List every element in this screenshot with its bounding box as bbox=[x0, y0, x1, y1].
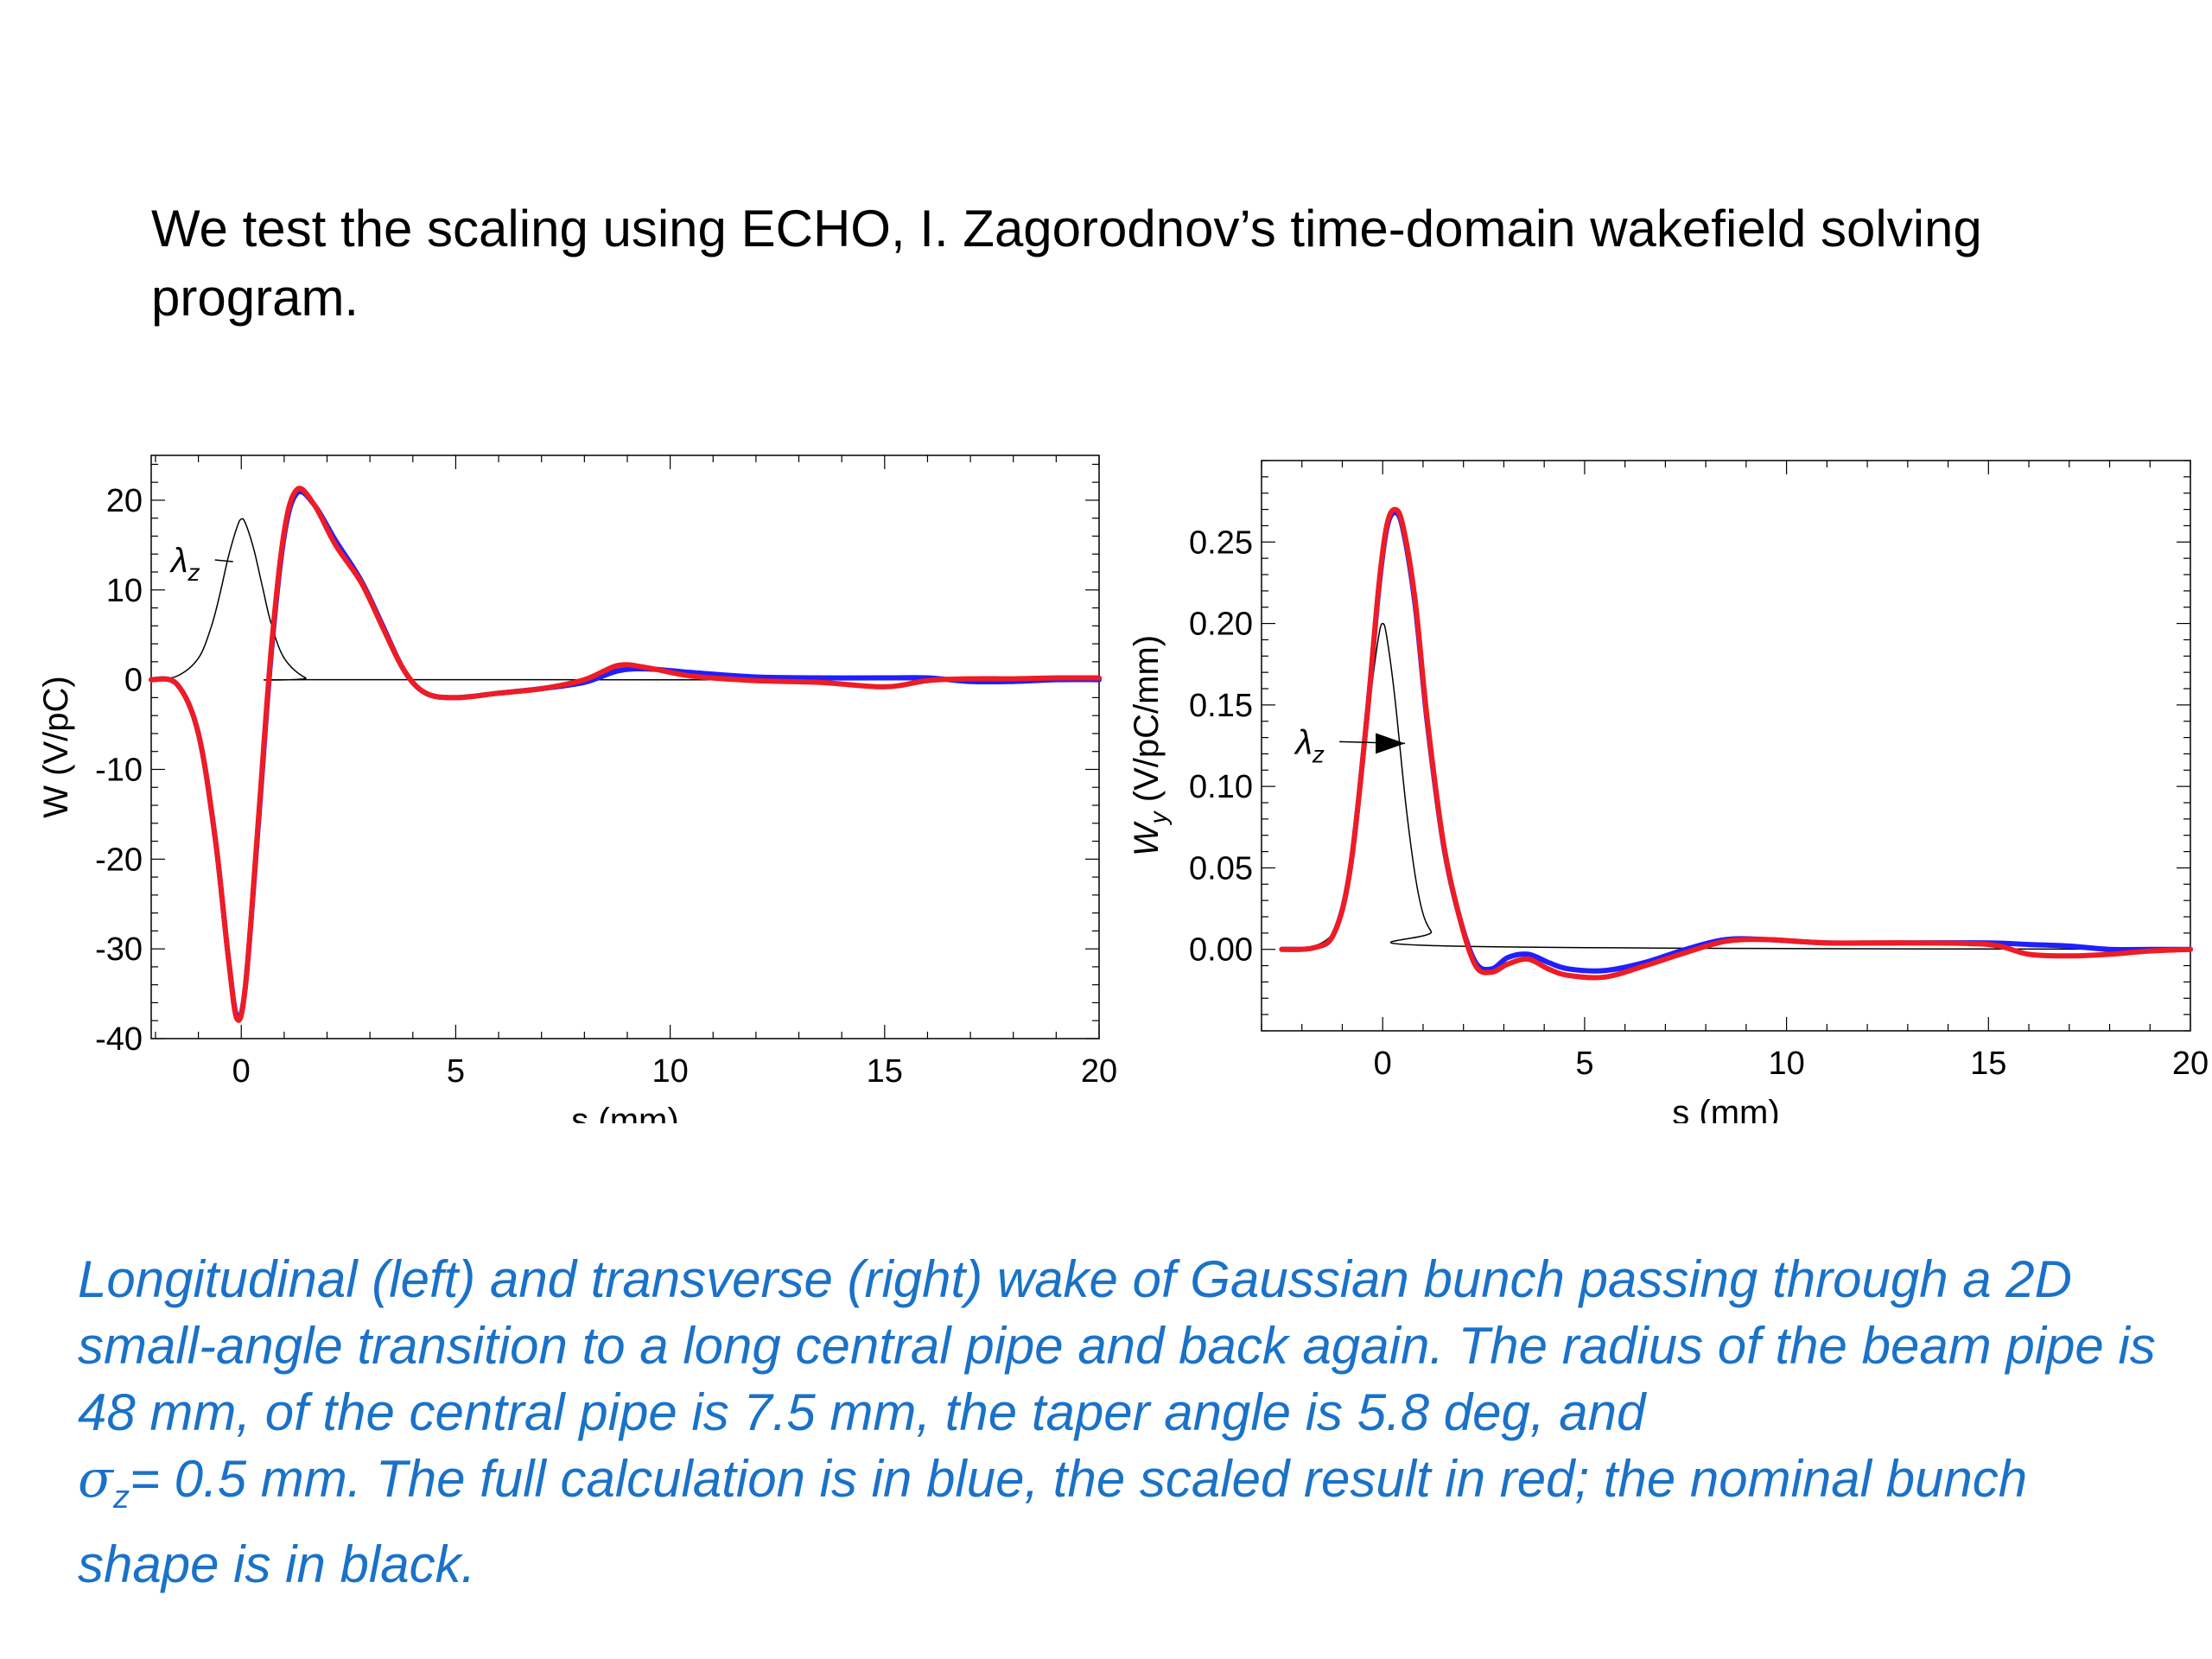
right-plot-frame bbox=[1261, 460, 2191, 1032]
right-x-tick-label: 20 bbox=[2172, 1046, 2209, 1082]
right-lambda-arrowhead bbox=[1376, 733, 1406, 754]
sigma-symbol: σ bbox=[78, 1449, 113, 1510]
caption-part-1: Longitudinal (left) and transverse (righ… bbox=[78, 1250, 2156, 1441]
right-x-tick-label: 0 bbox=[1374, 1046, 1392, 1082]
left-x-tick-label: 15 bbox=[867, 1053, 903, 1090]
transverse-wake-chart: 0 5 10 15 20 0.25 0.20 0.15 0.10 0.05 0.00 s (mm) Wy… bbox=[1128, 460, 2209, 1123]
right-scaled-result-line bbox=[1279, 506, 2193, 981]
right-lambda-symbol: λ bbox=[1294, 723, 1313, 761]
figure-caption: Longitudinal (left) and transverse (righ… bbox=[78, 1246, 2169, 1598]
left-y-tick-label: -10 bbox=[95, 752, 143, 788]
left-lambda-subscript: z bbox=[188, 559, 200, 586]
caption-part-2: = 0.5 mm. The full calculation is in blu… bbox=[78, 1450, 2028, 1593]
right-lambda-subscript: z bbox=[1312, 741, 1325, 767]
right-y-tick-label: 0.25 bbox=[1189, 524, 1253, 561]
right-full-calculation-line bbox=[1279, 510, 2193, 974]
right-x-tick-label: 10 bbox=[1768, 1046, 1804, 1082]
sigma-subscript: z bbox=[112, 1479, 130, 1516]
left-y-tick-label: -30 bbox=[95, 931, 143, 968]
right-y-axis-label: Wy (V/pC/mm) bbox=[1128, 635, 1172, 856]
left-x-axis-label: s (mm) bbox=[571, 1102, 678, 1123]
left-scaled-result-line bbox=[149, 486, 1102, 1023]
right-y-label-main: W bbox=[1128, 821, 1166, 856]
left-x-tick-label: 10 bbox=[652, 1053, 688, 1090]
right-y-tick-label: 0.00 bbox=[1189, 932, 1253, 969]
right-y-label-units: (V/pC/mm) bbox=[1128, 635, 1166, 811]
right-x-tick-label: 5 bbox=[1575, 1046, 1593, 1082]
left-plot-frame bbox=[150, 454, 1100, 1039]
intro-line-2: program. bbox=[151, 269, 359, 327]
left-x-tick-label: 20 bbox=[1081, 1053, 1117, 1090]
intro-line-1: We test the scaling using ECHO, I. Zagor… bbox=[151, 200, 1982, 257]
left-lambda-leader bbox=[214, 559, 233, 563]
intro-text: We test the scaling using ECHO, I. Zagor… bbox=[151, 194, 2139, 333]
right-x-tick-label: 15 bbox=[1970, 1046, 2006, 1082]
right-lambda-label: λz bbox=[1294, 723, 1325, 767]
left-lambda-label: λz bbox=[169, 542, 200, 586]
left-y-tick-label: 10 bbox=[106, 573, 143, 609]
left-bunch-shape-line bbox=[150, 518, 1100, 681]
left-lambda-symbol: λ bbox=[169, 542, 188, 580]
left-y-tick-label: 20 bbox=[106, 483, 143, 519]
right-bunch-shape-line bbox=[1281, 622, 2191, 950]
right-x-axis-label: s (mm) bbox=[1672, 1094, 1779, 1123]
right-y-tick-label: 0.20 bbox=[1189, 607, 1253, 643]
right-y-tick-label: 0.05 bbox=[1189, 850, 1253, 887]
longitudinal-wake-chart: 0 5 10 15 20 20 10 0 -10 -20 -30 -40 s (mm) W (V/pC) λ… bbox=[37, 454, 1117, 1123]
right-y-label-sub: y bbox=[1145, 810, 1172, 825]
left-y-tick-label: -40 bbox=[95, 1021, 143, 1058]
left-full-calculation-line bbox=[149, 488, 1102, 1020]
left-y-tick-label: 0 bbox=[124, 663, 143, 699]
left-x-tick-label: 5 bbox=[447, 1053, 465, 1090]
right-y-tick-label: 0.10 bbox=[1189, 769, 1253, 805]
left-x-tick-label: 0 bbox=[232, 1053, 251, 1090]
left-y-axis-label: W (V/pC) bbox=[37, 676, 75, 817]
right-y-tick-label: 0.15 bbox=[1189, 688, 1253, 724]
left-y-tick-label: -20 bbox=[95, 842, 143, 878]
